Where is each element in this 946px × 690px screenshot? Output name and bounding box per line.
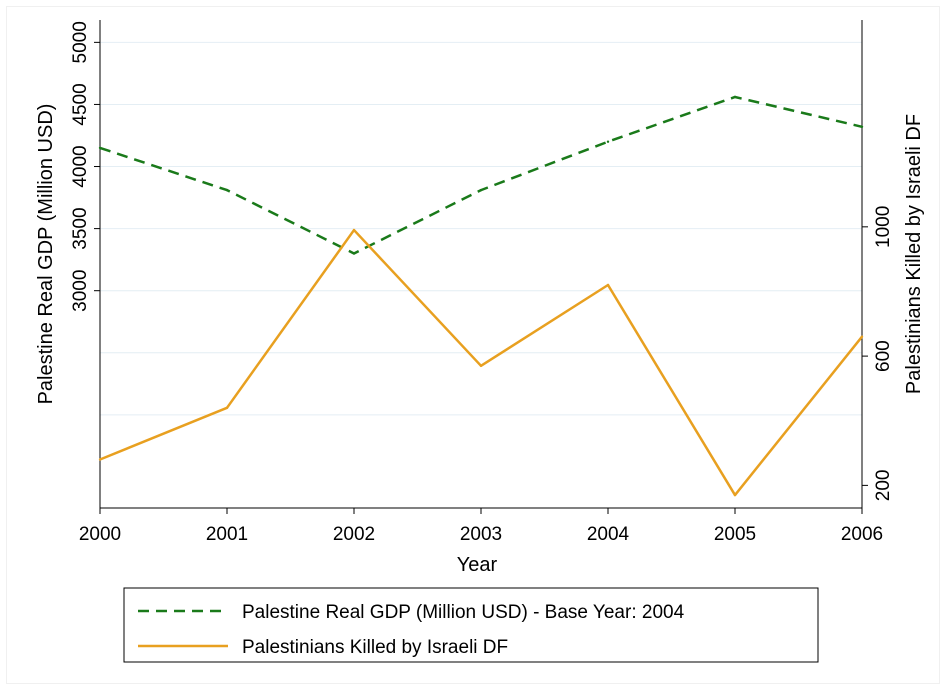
data-point-killed (479, 364, 483, 368)
series-lines (98, 95, 864, 497)
x-tick-label: 2006 (841, 524, 883, 545)
x-tick-label: 2002 (333, 524, 375, 545)
x-tick-label: 2003 (460, 524, 502, 545)
data-point-killed (98, 458, 102, 461)
x-tick-label: 2001 (206, 524, 248, 545)
y-left-tick-label: 4500 (70, 83, 91, 125)
x-tick-label: 2000 (79, 524, 121, 545)
legend-box (123, 587, 819, 663)
data-point-killed (606, 283, 610, 287)
y-right-tick-label: 200 (873, 470, 894, 502)
y-right-tick-label: 1000 (873, 206, 894, 248)
data-point-killed (733, 493, 737, 497)
legend-label-gdp: Palestine Real GDP (Million USD) - Base … (242, 602, 685, 623)
data-point-gdp (479, 188, 483, 192)
x-tick-label: 2005 (714, 524, 756, 545)
y-left-tick-label: 3500 (70, 207, 91, 249)
y-left-tick-label: 5000 (70, 21, 91, 63)
y-axis-left-title: Palestine Real GDP (Million USD) (35, 104, 57, 405)
x-axis-title: Year (457, 554, 498, 576)
chart-frame (6, 6, 940, 684)
y-left-tick-label: 3000 (70, 270, 91, 312)
data-point-killed (225, 406, 229, 410)
data-point-gdp (98, 146, 102, 150)
x-tick-label: 2004 (587, 524, 630, 545)
series-line-gdp (99, 95, 863, 255)
y-axis-right-title: Palestinians Killed by Israeli DF (903, 114, 925, 394)
axes: 2000 2001 2002 2003 2004 2005 2006 3000 3500 4000… (70, 20, 894, 545)
data-point-gdp (352, 252, 356, 255)
legend: Palestine Real GDP (Million USD) - Base … (123, 587, 819, 663)
data-point-gdp (606, 140, 610, 143)
grid-lines (100, 41, 862, 416)
data-point-gdp (733, 95, 737, 99)
series-line-killed (99, 228, 863, 497)
data-point-killed (352, 228, 356, 232)
y-left-tick-label: 4000 (70, 145, 91, 187)
data-point-gdp (225, 188, 229, 192)
data-point-killed (860, 335, 864, 338)
y-right-tick-label: 600 (873, 340, 894, 372)
data-point-gdp (860, 125, 864, 128)
legend-label-killed: Palestinians Killed by Israeli DF (242, 637, 508, 658)
